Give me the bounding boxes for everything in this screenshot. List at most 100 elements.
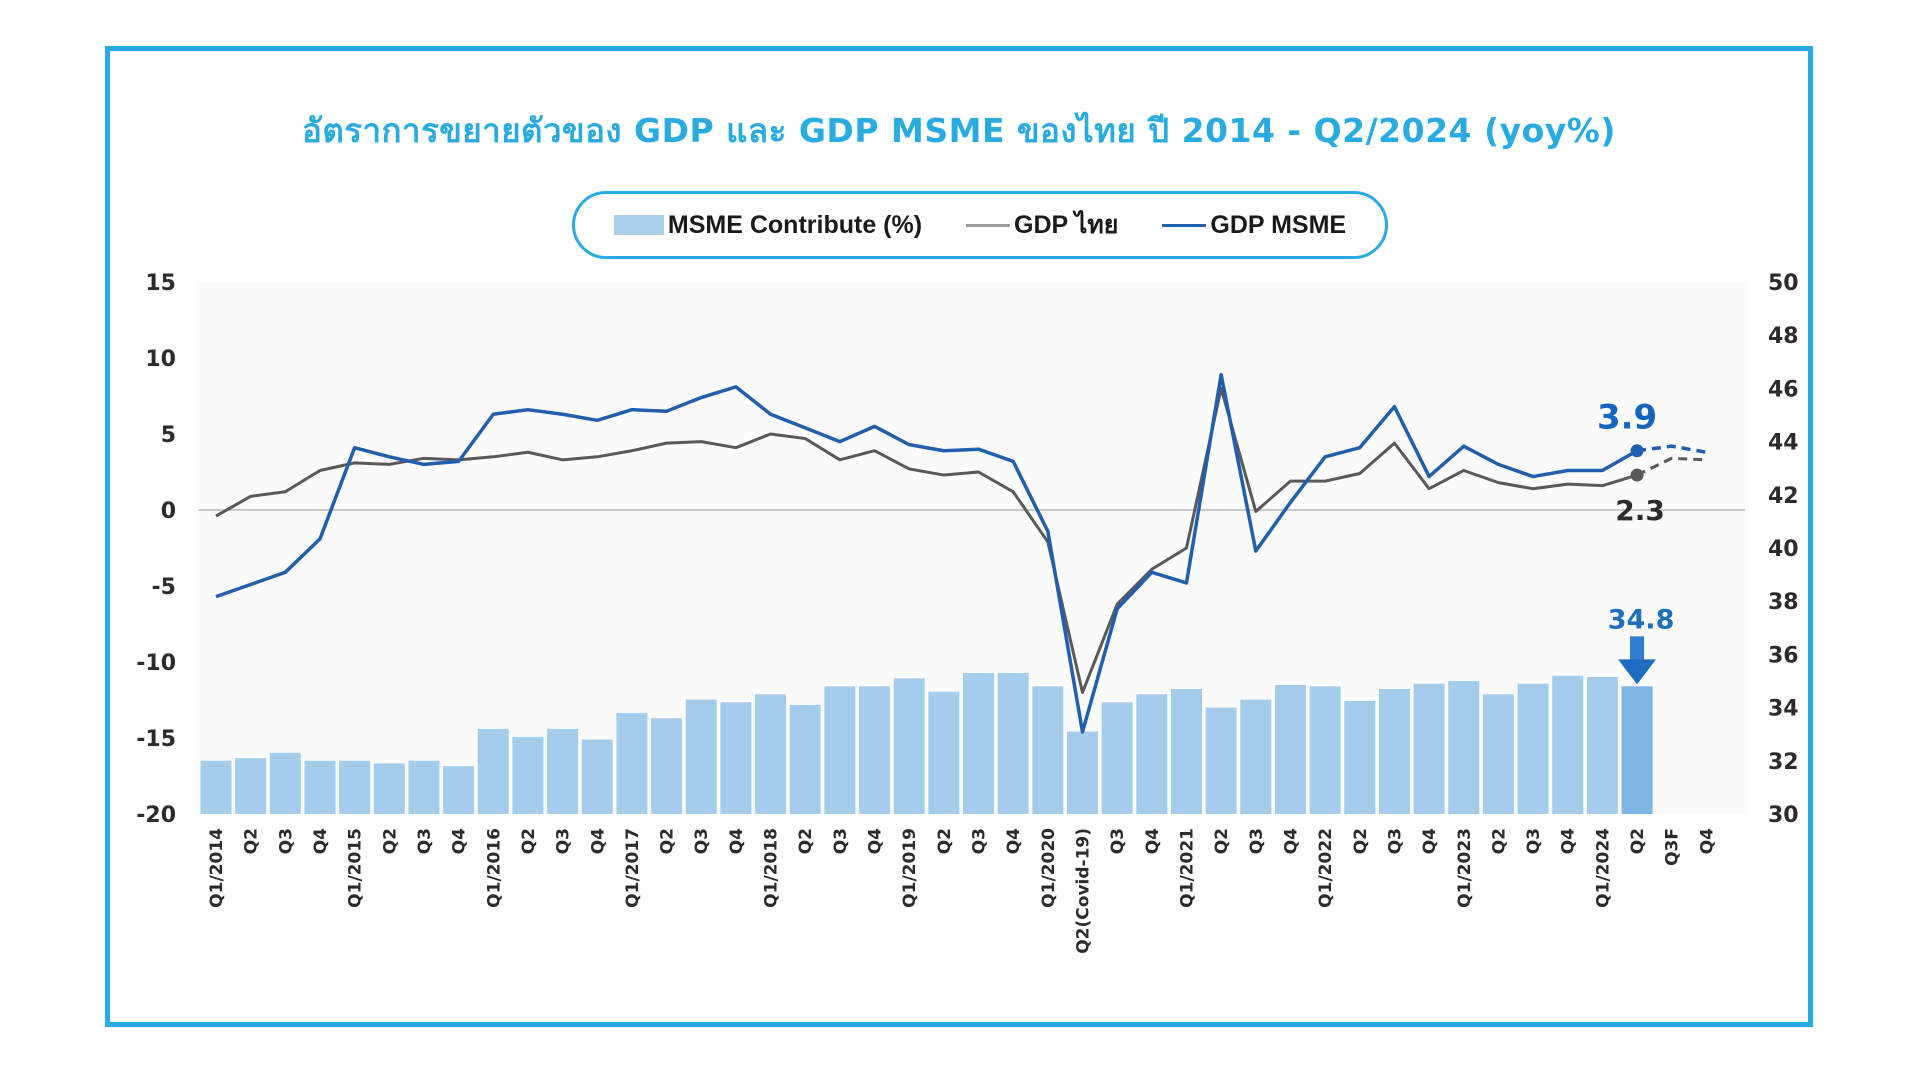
left-axis-tick: 10 <box>145 347 176 372</box>
x-axis-tick: Q1/2021 <box>1177 828 1197 908</box>
bar <box>304 760 336 814</box>
x-axis-tick: Q3 <box>970 828 990 854</box>
right-axis-tick: 34 <box>1768 697 1799 722</box>
bar <box>1205 707 1237 814</box>
left-axis-tick: 5 <box>161 423 176 448</box>
legend-item-gdp-thai: GDP ไทย <box>966 205 1118 245</box>
x-axis-tick: Q2 <box>796 828 816 854</box>
bar <box>1309 686 1341 814</box>
bar <box>859 686 891 814</box>
right-axis-tick: 30 <box>1768 803 1799 828</box>
bar <box>1517 683 1549 814</box>
x-axis-tick: Q1/2023 <box>1455 828 1475 908</box>
legend-line-swatch <box>1162 223 1207 227</box>
gdp-msme-latest-point <box>1630 444 1644 458</box>
bar <box>1413 683 1445 814</box>
bar <box>1378 688 1410 814</box>
bar <box>928 691 960 814</box>
bar <box>720 702 752 814</box>
right-axis-tick: 44 <box>1768 431 1799 456</box>
bar <box>477 728 509 814</box>
x-axis-tick: Q4 <box>727 828 747 854</box>
x-axis-tick: Q4 <box>1004 828 1024 854</box>
left-axis-tick: -10 <box>136 651 176 676</box>
right-axis-tick: 32 <box>1768 750 1799 775</box>
bar <box>1586 677 1618 814</box>
x-axis-tick: Q1/2020 <box>1039 828 1059 908</box>
x-axis-tick: Q3F <box>1663 828 1683 866</box>
right-axis-tick: 38 <box>1768 590 1799 615</box>
bar <box>373 763 405 814</box>
x-axis-tick: Q3 <box>554 828 574 854</box>
x-axis-tick: Q4 <box>1559 828 1579 854</box>
annotation-gdp-thai: 2.3 <box>1615 494 1665 527</box>
bar <box>269 752 301 814</box>
gdp-msme-forecast-line <box>1636 444 1707 454</box>
bar <box>235 758 267 814</box>
x-axis-tick: Q3 <box>276 828 296 854</box>
legend-bar-swatch <box>613 215 664 235</box>
x-axis-tick: Q1/2014 <box>207 828 227 908</box>
down-arrow-icon <box>1618 659 1657 685</box>
annotation-gdp-msme: 3.9 <box>1597 398 1657 438</box>
bar <box>1274 684 1306 814</box>
bar <box>1621 686 1653 814</box>
right-axis-tick: 48 <box>1768 324 1799 349</box>
bar <box>651 718 683 814</box>
bar <box>893 678 925 814</box>
x-axis-tick: Q2 <box>935 828 955 854</box>
x-axis-tick: Q1/2017 <box>623 828 643 908</box>
left-axis-tick: -15 <box>136 727 176 752</box>
bar <box>1482 694 1514 814</box>
x-axis-tick: Q3 <box>831 828 851 854</box>
legend-line-swatch <box>966 223 1011 227</box>
right-axis-tick: 40 <box>1768 537 1799 562</box>
bar <box>200 760 232 814</box>
x-axis-tick: Q4 <box>588 828 608 854</box>
bar <box>1101 702 1133 814</box>
bar <box>1170 688 1202 814</box>
bar <box>1067 731 1098 814</box>
bar <box>512 736 544 814</box>
chart-legend: MSME Contribute (%) GDP ไทย GDP MSME <box>572 191 1388 259</box>
bar <box>616 712 648 814</box>
left-axis-tick: -20 <box>136 803 176 828</box>
x-axis-tick: Q2 <box>1489 828 1509 854</box>
x-axis-tick: Q3 <box>1385 828 1405 854</box>
x-axis-tick: Q4 <box>1281 828 1301 854</box>
bar <box>547 728 579 814</box>
x-axis-tick: Q2 <box>519 828 539 854</box>
x-axis-tick: Q2 <box>1628 828 1648 854</box>
x-axis-tick: Q4 <box>1143 828 1163 854</box>
x-axis-tick: Q4 <box>866 828 886 854</box>
x-axis-tick: Q1/2022 <box>1316 828 1336 908</box>
x-axis-tick: Q3 <box>692 828 712 854</box>
right-axis-tick: 42 <box>1768 484 1799 509</box>
bar <box>1448 681 1480 814</box>
x-axis-tick: Q2 <box>1212 828 1232 854</box>
annotation-msme-contribute: 34.8 <box>1608 604 1675 635</box>
right-axis-tick: 50 <box>1768 271 1799 296</box>
x-axis-tick: Q1/2015 <box>346 828 366 908</box>
bar <box>1344 700 1376 814</box>
left-axis-tick: -5 <box>152 575 176 600</box>
bar <box>1552 675 1584 814</box>
bar <box>581 739 613 814</box>
legend-label: GDP ไทย <box>1014 211 1119 239</box>
x-axis-tick: Q4 <box>311 828 331 854</box>
bar <box>755 694 787 814</box>
bar <box>339 760 371 814</box>
x-axis-tick: Q2(Covid-19) <box>1074 828 1094 954</box>
x-axis-tick: Q1/2018 <box>762 828 782 908</box>
legend-label: MSME Contribute (%) <box>667 210 923 239</box>
bar <box>685 699 717 814</box>
x-axis-tick: Q4 <box>1697 828 1717 854</box>
legend-label: GDP MSME <box>1210 210 1347 239</box>
gdp-thai-line <box>215 386 1638 694</box>
x-axis-tick: Q1/2024 <box>1593 828 1613 908</box>
gdp-msme-line <box>215 372 1638 734</box>
bar <box>1240 699 1272 814</box>
chart-title: อัตราการขยายตัวของ GDP และ GDP MSME ของไ… <box>302 111 1616 150</box>
x-axis-tick: Q3 <box>1108 828 1128 854</box>
